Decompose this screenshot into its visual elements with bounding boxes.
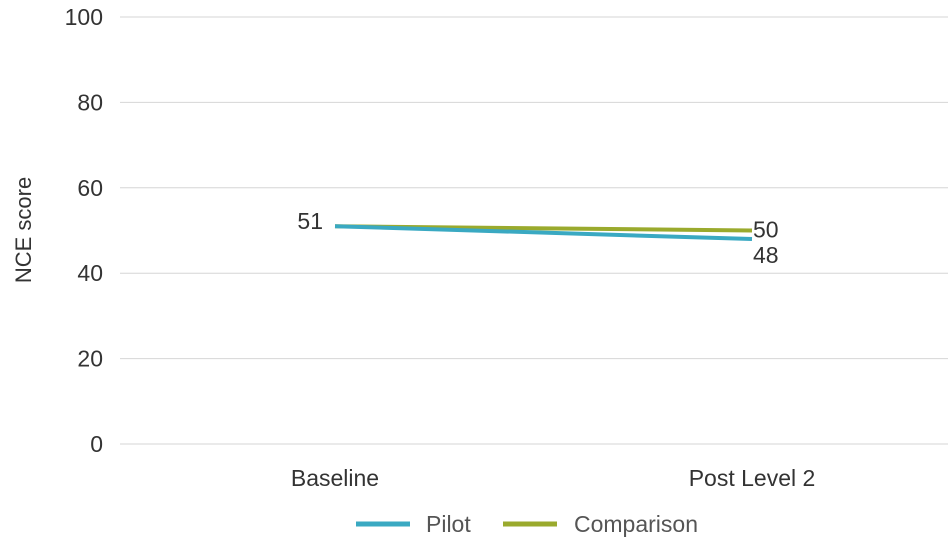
x-axis-ticks: Baseline Post Level 2: [291, 465, 815, 491]
y-tick-label: 20: [77, 346, 103, 372]
legend: Pilot Comparison: [356, 511, 698, 537]
legend-label-pilot: Pilot: [426, 511, 471, 537]
y-tick-label: 40: [77, 260, 103, 286]
series-line-pilot: [334, 224, 753, 242]
y-axis-title: NCE score: [11, 177, 36, 283]
x-tick-label: Baseline: [291, 465, 379, 491]
data-label-comparison: 51: [297, 208, 323, 234]
y-tick-label: 80: [77, 89, 103, 115]
y-tick-label: 0: [90, 431, 103, 457]
y-tick-label: 60: [77, 175, 103, 201]
gridlines: [120, 16, 948, 445]
y-axis-ticks: 0 20 40 60 80 100: [65, 4, 103, 457]
data-label-comparison: 50: [753, 217, 779, 243]
x-tick-label: Post Level 2: [689, 465, 816, 491]
y-tick-label: 100: [65, 4, 103, 30]
series-lines: [334, 224, 753, 242]
data-label-pilot: 48: [753, 242, 779, 268]
legend-label-comparison: Comparison: [574, 511, 698, 537]
